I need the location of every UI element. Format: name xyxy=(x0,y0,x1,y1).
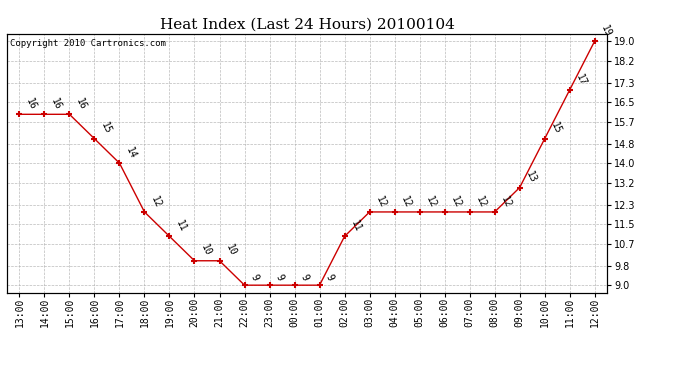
Text: 16: 16 xyxy=(74,97,88,111)
Text: 10: 10 xyxy=(199,243,213,258)
Text: 9: 9 xyxy=(248,273,260,282)
Text: 9: 9 xyxy=(299,273,310,282)
Text: 12: 12 xyxy=(424,194,437,209)
Text: 12: 12 xyxy=(399,194,413,209)
Text: 12: 12 xyxy=(499,194,513,209)
Text: Copyright 2010 Cartronics.com: Copyright 2010 Cartronics.com xyxy=(10,39,166,48)
Text: 12: 12 xyxy=(474,194,488,209)
Text: 9: 9 xyxy=(274,273,285,282)
Text: 12: 12 xyxy=(148,194,163,209)
Text: 15: 15 xyxy=(99,121,112,136)
Text: 13: 13 xyxy=(524,170,538,185)
Title: Heat Index (Last 24 Hours) 20100104: Heat Index (Last 24 Hours) 20100104 xyxy=(159,17,455,31)
Text: 15: 15 xyxy=(549,121,563,136)
Text: 10: 10 xyxy=(224,243,237,258)
Text: 16: 16 xyxy=(23,97,37,111)
Text: 17: 17 xyxy=(574,72,588,87)
Text: 11: 11 xyxy=(348,219,363,234)
Text: 12: 12 xyxy=(374,194,388,209)
Text: 14: 14 xyxy=(124,146,137,160)
Text: 12: 12 xyxy=(448,194,463,209)
Text: 11: 11 xyxy=(174,219,188,234)
Text: 19: 19 xyxy=(599,23,613,38)
Text: 9: 9 xyxy=(324,273,335,282)
Text: 16: 16 xyxy=(48,97,63,111)
